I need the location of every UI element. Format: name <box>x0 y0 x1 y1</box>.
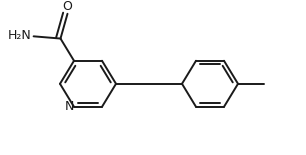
Text: O: O <box>62 0 73 13</box>
Text: H₂N: H₂N <box>8 29 32 42</box>
Text: N: N <box>64 100 74 113</box>
